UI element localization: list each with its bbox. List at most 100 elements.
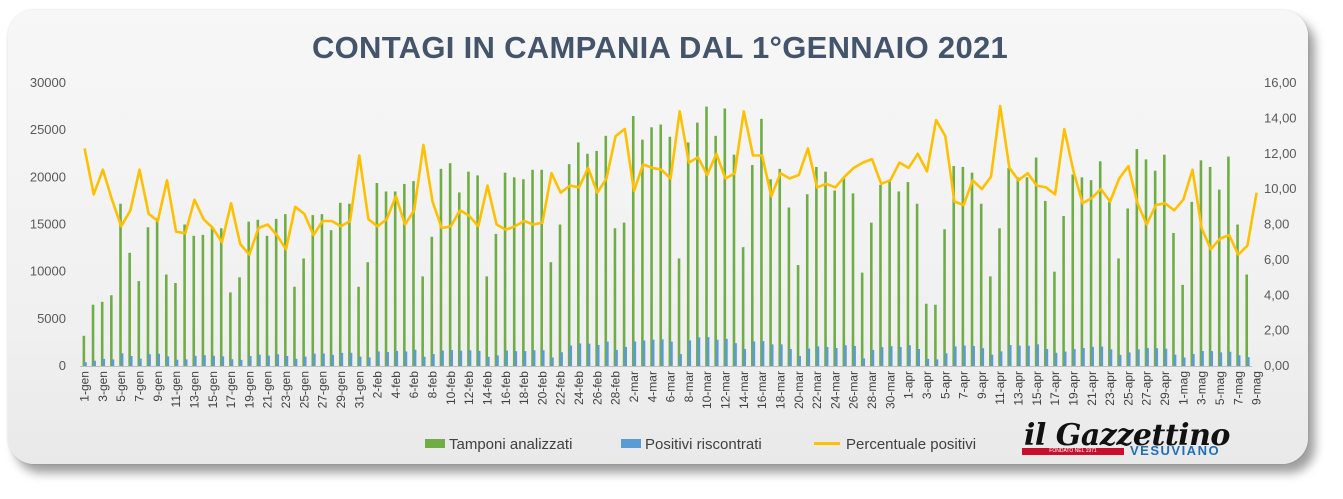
x-tick-label: 5-gen — [114, 371, 128, 402]
x-tick-label: 24-feb — [572, 371, 586, 405]
positivi-bar — [725, 338, 728, 366]
x-tick-label: 16-mar — [755, 371, 769, 409]
tamponi-bar — [82, 335, 86, 366]
tamponi-bar — [989, 276, 992, 366]
tamponi-bar — [778, 168, 782, 366]
positivi-bar — [1073, 349, 1076, 366]
left-axis: 0 5000 10000 15000 20000 25000 30000 — [30, 75, 66, 373]
tamponi-bar — [540, 169, 543, 366]
positivi-bar — [93, 360, 96, 366]
x-tick-label: 25-apr — [1121, 371, 1135, 406]
x-tick-label: 2-mar — [627, 371, 641, 402]
tamponi-bar — [1172, 232, 1175, 366]
positivi-bar — [1063, 351, 1067, 366]
tamponi-bar — [577, 142, 580, 366]
x-tick-label: 14-feb — [481, 371, 495, 405]
tamponi-bar — [457, 192, 461, 366]
y-left-tick-label: 15000 — [30, 217, 66, 232]
x-tick-label: 1-apr — [902, 371, 916, 399]
tamponi-bar — [1108, 201, 1111, 366]
tamponi-bar — [1153, 170, 1157, 366]
tamponi-bars — [82, 106, 1249, 367]
tamponi-bar — [1135, 149, 1139, 366]
logo-subtitle: VESUVIANO — [1130, 443, 1221, 458]
tamponi-bar — [760, 118, 763, 366]
positivi-bar — [184, 359, 188, 366]
tamponi-bar — [595, 150, 598, 366]
positivi-bar — [963, 345, 966, 366]
positivi-bar — [258, 354, 261, 366]
positivi-bar — [1018, 345, 1021, 366]
x-tick-label: 4-mar — [645, 371, 659, 402]
tamponi-bar — [714, 135, 717, 366]
positivi-bar — [102, 358, 106, 366]
tamponi-bar — [192, 235, 196, 366]
tamponi-bar — [1053, 271, 1056, 366]
x-tick-label: 26-feb — [590, 371, 604, 405]
x-tick-label: 21-gen — [261, 371, 275, 408]
tamponi-bar — [256, 219, 260, 366]
positivi-bar — [807, 348, 811, 366]
positivi-bar — [468, 350, 472, 366]
positivi-bar — [1027, 345, 1030, 366]
tamponi-bar — [668, 136, 672, 366]
tamponi-bar — [1217, 189, 1221, 366]
positivi-bar — [889, 346, 893, 366]
tamponi-bar — [650, 127, 653, 366]
x-tick-label: 14-mar — [737, 371, 751, 409]
positivi-bar — [825, 346, 829, 366]
x-tick-label: 20-feb — [535, 371, 549, 405]
tamponi-bar — [467, 171, 470, 366]
percentuale-line — [83, 104, 1258, 256]
tamponi-bar — [1144, 159, 1148, 366]
positivi-bar — [972, 346, 975, 366]
positivi-bar — [413, 349, 417, 366]
logo-wordmark: il Gazzettino — [1024, 418, 1230, 453]
percentuale-line-path — [83, 104, 1258, 256]
y-right-tick-label: 6,00 — [1264, 252, 1289, 267]
positivi-bar — [1045, 349, 1049, 366]
tamponi-bar — [1089, 180, 1093, 366]
positivi-bar — [441, 350, 444, 366]
x-tick-label: 19-apr — [1067, 371, 1081, 406]
x-tick-label: 13-apr — [1012, 371, 1026, 406]
positivi-bar — [633, 341, 637, 366]
tamponi-bar — [100, 301, 104, 366]
x-tick-label: 1-gen — [78, 371, 92, 402]
x-tick-label: 7-mag — [1231, 371, 1245, 405]
positivi-bar — [175, 359, 179, 366]
x-tick-label: 6-feb — [407, 371, 421, 399]
tamponi-bar — [1117, 258, 1120, 366]
tamponi-bar — [265, 235, 269, 366]
positivi-bar — [990, 354, 994, 366]
positivi-bar — [688, 340, 692, 366]
y-right-tick-label: 2,00 — [1264, 323, 1289, 338]
tamponi-bar — [723, 108, 727, 366]
positivi-bar — [706, 337, 710, 366]
positivi-bar — [313, 353, 316, 366]
tamponi-bar — [512, 177, 516, 366]
positivi-bar — [1082, 348, 1085, 366]
tamponi-bar — [1025, 177, 1029, 366]
positivi-bar — [1155, 348, 1159, 366]
positivi-bar — [1091, 346, 1094, 366]
positivi-bar — [340, 352, 344, 366]
x-tick-label: 24-mar — [828, 371, 842, 409]
tamponi-bar — [705, 106, 708, 366]
y-right-tick-label: 12,00 — [1264, 146, 1297, 161]
positivi-bar — [569, 345, 573, 366]
x-tick-label: 12-feb — [462, 371, 476, 405]
tamponi-bar — [476, 175, 479, 366]
positivi-bar — [917, 349, 920, 366]
positivi-bar — [496, 355, 499, 366]
tamponi-bar — [1199, 160, 1203, 366]
x-tick-label: 21-apr — [1085, 371, 1099, 406]
tamponi-bar — [659, 124, 663, 366]
tamponi-bar — [210, 228, 214, 366]
positivi-bar — [908, 345, 911, 366]
right-axis: 0,00 2,00 4,00 6,00 8,00 10,00 12,00 14,00 16,00 — [1264, 75, 1297, 373]
tamponi-bar — [320, 214, 324, 366]
tamponi-bar — [531, 169, 534, 366]
x-tick-label: 3-apr — [920, 371, 934, 399]
positivi-bar — [358, 356, 362, 366]
